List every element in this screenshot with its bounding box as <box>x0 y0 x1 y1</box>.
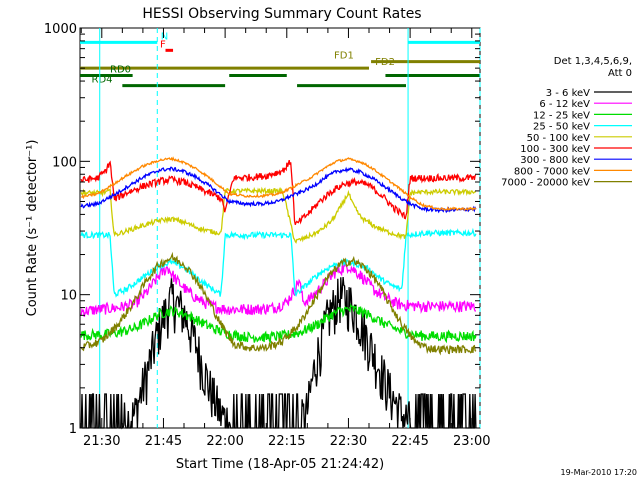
x-tick-label-2: 22:00 <box>206 434 243 449</box>
series-line-100-300-kev <box>80 159 477 225</box>
y-tick-label-1: 10 <box>60 289 77 304</box>
legend-label-0: 3 - 6 keV <box>546 88 590 99</box>
x-tick-label-5: 22:45 <box>391 434 428 449</box>
legend-label-7: 800 - 7000 keV <box>514 166 590 177</box>
x-tick-label-3: 22:15 <box>268 434 305 449</box>
flag-label-f: F <box>160 39 166 50</box>
y-axis-label: Count Rate (s⁻¹ detector⁻¹) <box>25 140 40 317</box>
x-tick-label-1: 21:45 <box>145 434 182 449</box>
legend-label-1: 6 - 12 keV <box>539 99 590 110</box>
legend-label-5: 100 - 300 keV <box>520 144 590 155</box>
series-line-6-12-kev <box>80 262 477 317</box>
legend-label-8: 7000 - 20000 keV <box>501 178 590 189</box>
legend-label-4: 50 - 100 keV <box>527 133 591 144</box>
x-tick-label-6: 23:00 <box>453 434 490 449</box>
legend-label-2: 12 - 25 keV <box>533 110 590 121</box>
series-line-25-50-kev <box>80 227 477 298</box>
timestamp: 19-Mar-2010 17:20 <box>561 468 638 477</box>
flag-label-n: N <box>161 31 168 42</box>
series-line-50-100-kev <box>80 186 477 244</box>
y-tick-label-3: 1000 <box>44 22 77 37</box>
series-line-300-800-kev <box>80 166 477 214</box>
series-lines <box>80 156 477 430</box>
x-axis-label: Start Time (18-Apr-05 21:24:42) <box>176 457 384 472</box>
legend-header-0: Det 1,3,4,5,6,9, <box>554 56 632 67</box>
x-axis-ticks: 21:30 21:45 22:00 22:15 22:30 22:45 23:00 <box>80 28 491 449</box>
flag-label-rd0: RD0 <box>110 65 131 76</box>
flag-label-fd1: FD1 <box>334 51 354 62</box>
y-tick-label-2: 100 <box>52 155 77 170</box>
series-line-12-25-kev <box>80 303 477 345</box>
series-line-7000-20000-kev <box>80 251 477 356</box>
flag-label-fd2: FD2 <box>375 57 395 68</box>
series-line-800-7000-kev <box>80 156 477 212</box>
y-tick-label-0: 1 <box>69 422 77 437</box>
vertical-markers <box>99 28 481 428</box>
legend-label-6: 300 - 800 keV <box>520 155 590 166</box>
legend-header-1: Att 0 <box>608 68 632 79</box>
series-line-3-6-kev <box>80 277 477 430</box>
flag-label-rd4: RD4 <box>92 75 113 86</box>
chart-title: HESSI Observing Summary Count Rates <box>142 6 421 22</box>
y-axis-ticks: 1 10 100 1000 <box>44 22 480 437</box>
legend-label-3: 25 - 50 keV <box>533 122 590 133</box>
x-tick-label-4: 22:30 <box>330 434 367 449</box>
x-tick-label-0: 21:30 <box>83 434 120 449</box>
